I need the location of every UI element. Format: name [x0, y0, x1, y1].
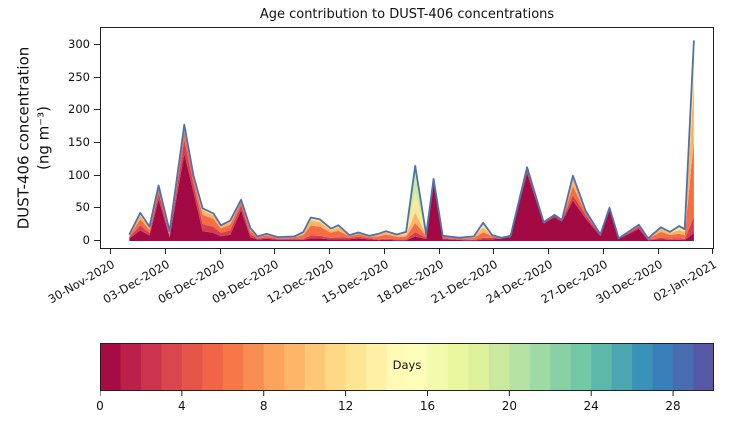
y-tick-mark [94, 76, 100, 78]
y-tick-label: 150 [68, 135, 90, 149]
colorbar-segment [632, 343, 653, 391]
colorbar-segment [509, 343, 531, 391]
colorbar-tick-label: 12 [337, 399, 354, 413]
x-tick-mark [110, 249, 111, 254]
colorbar-segment [345, 343, 367, 391]
chart-title: Age contribution to DUST-406 concentrati… [259, 7, 555, 22]
colorbar-tick-label: 16 [419, 399, 436, 413]
y-tick-label: 100 [68, 167, 90, 182]
x-tick-mark [219, 249, 221, 254]
x-tick-mark [712, 249, 714, 254]
colorbar-segment [591, 343, 613, 391]
colorbar-segment [427, 343, 449, 391]
colorbar-segment [284, 343, 306, 391]
x-tick-mark [164, 249, 166, 254]
colorbar-segment [529, 343, 551, 391]
y-tick-label: 50 [75, 200, 90, 215]
plot-area [100, 27, 714, 249]
y-tick-mark [94, 44, 100, 45]
colorbar-tick-label: 4 [178, 399, 186, 413]
colorbar-segment [488, 343, 510, 391]
stacked-area-chart [128, 40, 695, 241]
colorbar [99, 343, 715, 401]
colorbar-segment [161, 343, 183, 391]
colorbar-segment [202, 343, 224, 391]
colorbar-segment [652, 343, 674, 391]
colorbar-tick-label: 0 [96, 399, 104, 413]
colorbar-segment [611, 343, 633, 391]
colorbar-segment [120, 343, 142, 391]
colorbar-segment [693, 343, 715, 391]
age-layer-4-8days [129, 130, 694, 240]
age-layer-16-22days [129, 44, 694, 239]
colorbar-segment [243, 343, 265, 391]
colorbar-segment [386, 343, 408, 391]
colorbar-segment [407, 343, 428, 391]
y-tick-mark [94, 109, 100, 111]
x-tick-mark [383, 249, 385, 254]
colorbar-segment [366, 343, 387, 391]
y-tick-mark [94, 174, 100, 176]
age-layer-0-2days [129, 153, 694, 241]
x-tick-mark [274, 249, 276, 254]
colorbar-tick-label: 24 [583, 399, 599, 413]
x-tick-mark [493, 249, 495, 254]
x-tick-mark [602, 249, 604, 254]
colorbar-segment [570, 343, 592, 391]
colorbar-segment [550, 343, 572, 391]
x-tick-mark [548, 249, 550, 254]
y-tick-mark [94, 240, 100, 241]
age-layer-2-4days [129, 139, 694, 241]
colorbar-segment [140, 343, 162, 391]
colorbar-segment [181, 343, 203, 391]
y-tick-label: 300 [68, 37, 90, 51]
colorbar-tick-label: 28 [665, 399, 681, 413]
y-axis-label-line1: DUST-406 concentration [14, 46, 33, 230]
y-tick-label: 200 [68, 102, 90, 117]
y-tick-label: 0 [82, 233, 90, 247]
total-concentration-line [128, 40, 695, 240]
colorbar-segment [325, 343, 346, 391]
colorbar-tick-label: 8 [259, 399, 268, 413]
colorbar-segment [673, 343, 694, 391]
y-tick-label: 250 [68, 69, 90, 84]
colorbar-segment [304, 343, 326, 391]
y-tick-mark [94, 142, 100, 143]
colorbar-gradient [99, 343, 715, 396]
x-tick-mark [438, 249, 440, 254]
y-tick-mark [94, 207, 100, 209]
colorbar-segment [100, 343, 121, 391]
colorbar-segment [447, 343, 469, 391]
colorbar-segment [468, 343, 490, 391]
colorbar-segment [263, 343, 285, 391]
x-tick-mark [329, 249, 331, 254]
colorbar-tick-label: 20 [501, 399, 517, 413]
colorbar-frame [100, 343, 714, 391]
x-tick-mark [657, 249, 659, 254]
colorbar-segment [222, 343, 244, 391]
